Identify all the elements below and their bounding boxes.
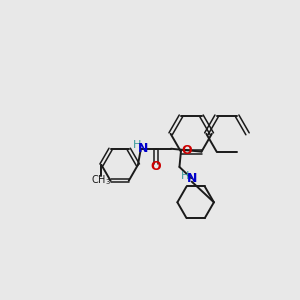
- Text: O: O: [181, 144, 191, 157]
- Text: CH$_3$: CH$_3$: [92, 173, 111, 187]
- Text: N: N: [137, 142, 148, 155]
- Text: H: H: [181, 171, 189, 181]
- Text: N: N: [187, 172, 197, 185]
- Text: H: H: [133, 140, 141, 150]
- Text: O: O: [150, 160, 161, 173]
